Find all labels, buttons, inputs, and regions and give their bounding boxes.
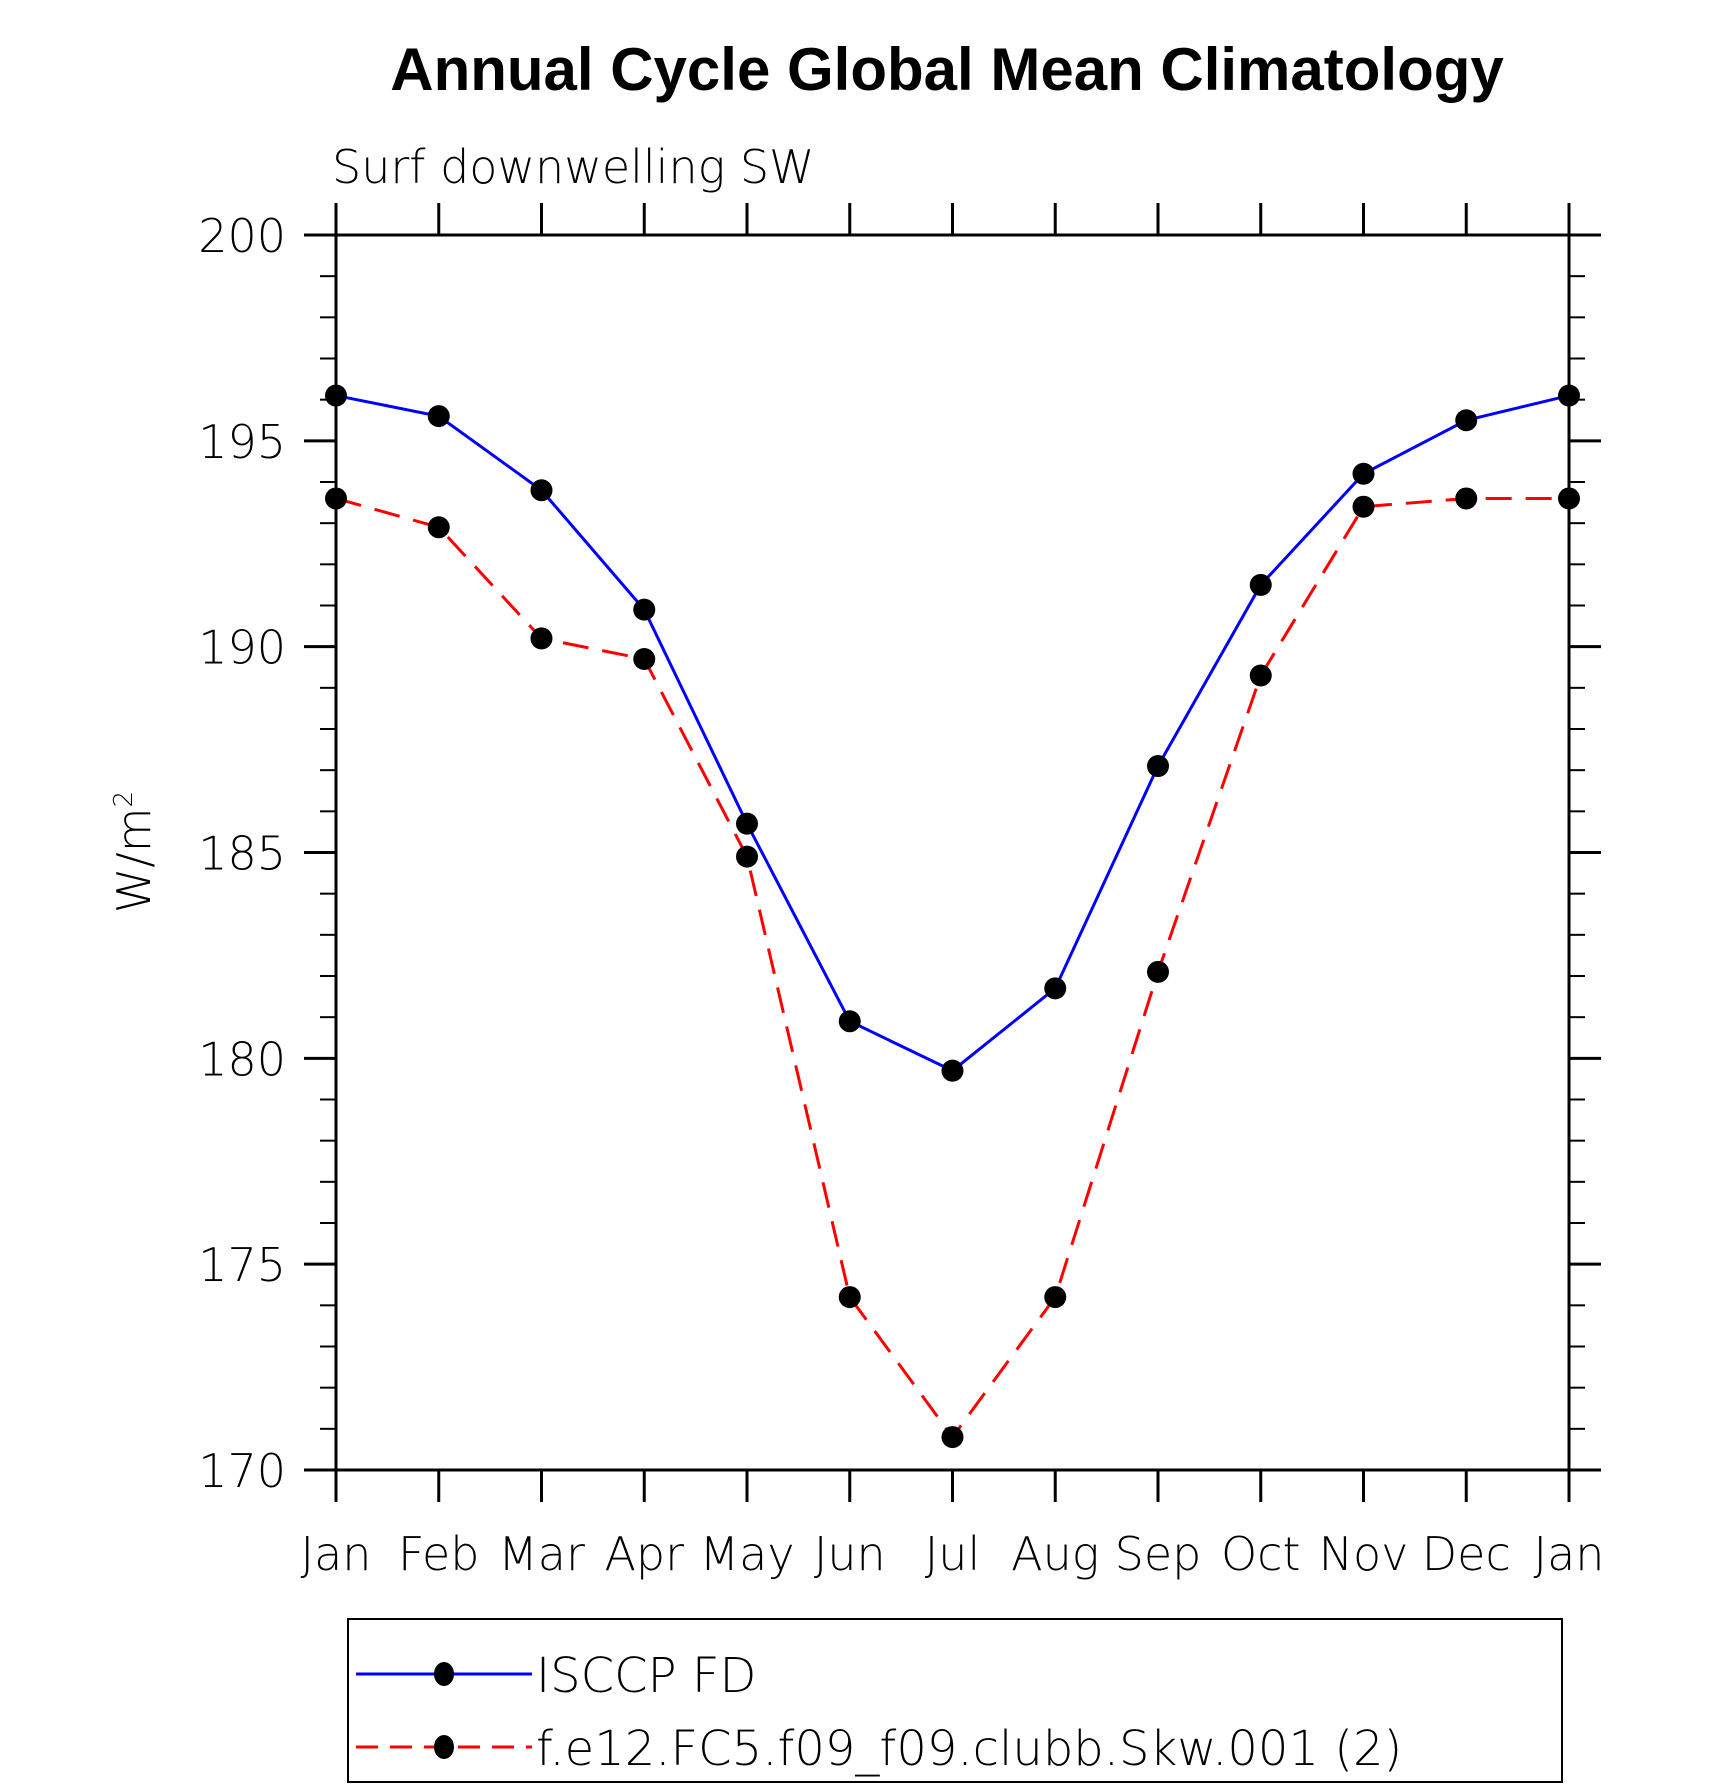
- data-point-series-1: [1147, 755, 1169, 778]
- series-line-2: [335, 496, 1569, 1440]
- y-axis-label-superscript: 2: [109, 791, 139, 808]
- data-point-series-2: [941, 1426, 964, 1449]
- data-point-series-1: [1455, 409, 1478, 432]
- data-point-series-2: [1147, 960, 1169, 983]
- svg-text:W/m2: W/m2: [107, 791, 161, 913]
- data-point-series-1: [941, 1059, 964, 1082]
- data-point-series-2: [530, 627, 553, 650]
- legend-marker-2: [434, 1735, 454, 1759]
- data-point-series-2: [1352, 495, 1375, 518]
- data-point-series-2: [736, 845, 758, 868]
- y-tick-label: 175: [198, 1238, 286, 1292]
- data-point-series-1: [1044, 977, 1067, 1000]
- chart-title: Annual Cycle Global Mean Climatology: [390, 36, 1504, 103]
- series-line-1: [335, 394, 1570, 1073]
- x-tick-label: Mar: [498, 1527, 585, 1581]
- legend-marker-1: [434, 1662, 454, 1686]
- data-point-series-1: [530, 479, 553, 502]
- data-point-series-2: [1044, 1286, 1067, 1309]
- x-tick-label: Jul: [925, 1527, 981, 1581]
- x-tick-label: Dec: [1422, 1527, 1511, 1581]
- data-point-series-2: [838, 1286, 861, 1309]
- data-point-series-1: [1249, 573, 1272, 596]
- data-point-series-2: [325, 487, 347, 510]
- data-point-series-2: [633, 648, 656, 671]
- series-group: [325, 384, 1580, 1449]
- y-tick-label: 185: [198, 827, 286, 881]
- x-tick-label: Jan: [301, 1527, 372, 1581]
- data-point-series-2: [427, 516, 450, 539]
- x-tick-label: Sep: [1115, 1527, 1202, 1581]
- y-axis-label: W/m2: [107, 791, 161, 913]
- legend-box: [347, 1618, 1563, 1783]
- data-point-series-1: [736, 812, 758, 835]
- data-point-series-2: [1249, 664, 1272, 687]
- data-point-series-1: [1352, 462, 1375, 485]
- data-point-series-1: [1558, 384, 1580, 407]
- data-point-series-1: [325, 384, 347, 407]
- legend: ISCCP FD f.e12.FC5.f09_f09.clubb.Skw.001 …: [347, 1618, 1563, 1783]
- y-axis-label-text: W/m: [107, 807, 161, 913]
- y-tick-label: 200: [198, 209, 286, 263]
- x-tick-label: Apr: [604, 1527, 684, 1581]
- legend-label-1: ISCCP FD: [536, 1648, 756, 1704]
- data-point-series-2: [1455, 487, 1478, 510]
- data-point-series-1: [427, 405, 450, 428]
- x-tick-label: May: [699, 1527, 794, 1581]
- y-tick-label: 195: [198, 415, 286, 469]
- y-tick-label: 180: [198, 1032, 286, 1086]
- x-tick-label: Jan: [1534, 1527, 1605, 1581]
- y-tick-label: 170: [198, 1444, 286, 1498]
- x-tick-label: Feb: [398, 1527, 479, 1581]
- data-point-series-1: [838, 1010, 861, 1033]
- data-point-series-1: [633, 598, 656, 621]
- x-tick-label: Nov: [1319, 1527, 1409, 1581]
- data-point-series-2: [1558, 487, 1580, 510]
- x-tick-label: Oct: [1221, 1527, 1301, 1581]
- y-tick-label: 190: [198, 621, 286, 675]
- legend-label-2: f.e12.FC5.f09_f09.clubb.Skw.001 (2): [536, 1721, 1402, 1777]
- plot-axes: 170 175 180 185 190 195 200 Jan Feb Mar Apr May Jun J…: [198, 203, 1604, 1581]
- x-tick-label: Aug: [1011, 1527, 1099, 1581]
- x-tick-label: Jun: [814, 1527, 886, 1581]
- chart-subtitle: Surf downwelling SW: [332, 140, 815, 194]
